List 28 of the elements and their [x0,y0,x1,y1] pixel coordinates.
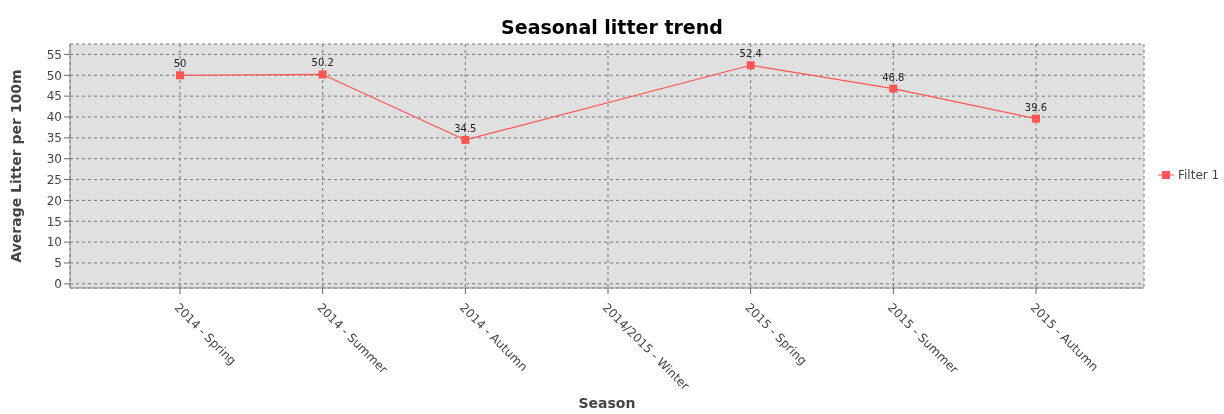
point [461,135,470,144]
y-tick-label: 50 [46,68,62,83]
legend-label: Filter 1 [1178,168,1220,182]
y-tick-label: 35 [46,131,62,146]
y-axis-title: Average Litter per 100m [7,69,24,263]
y-tick-label: 25 [46,172,62,187]
data-label: 52.4 [739,48,762,60]
point [318,70,327,79]
y-tick-label: 30 [46,151,62,166]
point [176,71,184,80]
data-label: 50 [173,58,187,70]
y-tick-label: 5 [54,256,62,271]
y-tick-label: 20 [46,193,62,208]
data-label: 34.5 [454,122,477,134]
data-label: 39.6 [1024,101,1048,113]
data-label: 50.2 [311,57,334,69]
data-label: 46.8 [882,71,905,83]
point [889,84,898,93]
point [746,61,755,70]
chart-title: Seasonal litter trend [500,16,724,38]
y-tick-label: 45 [46,89,62,104]
y-tick-label: 40 [46,110,62,125]
y-tick-label: 55 [46,47,62,62]
y-tick-label: 15 [46,214,62,229]
x-axis-title: Season [578,395,636,411]
y-tick-label: 10 [46,235,62,250]
y-tick-label: 0 [54,277,62,292]
point [1032,114,1040,123]
